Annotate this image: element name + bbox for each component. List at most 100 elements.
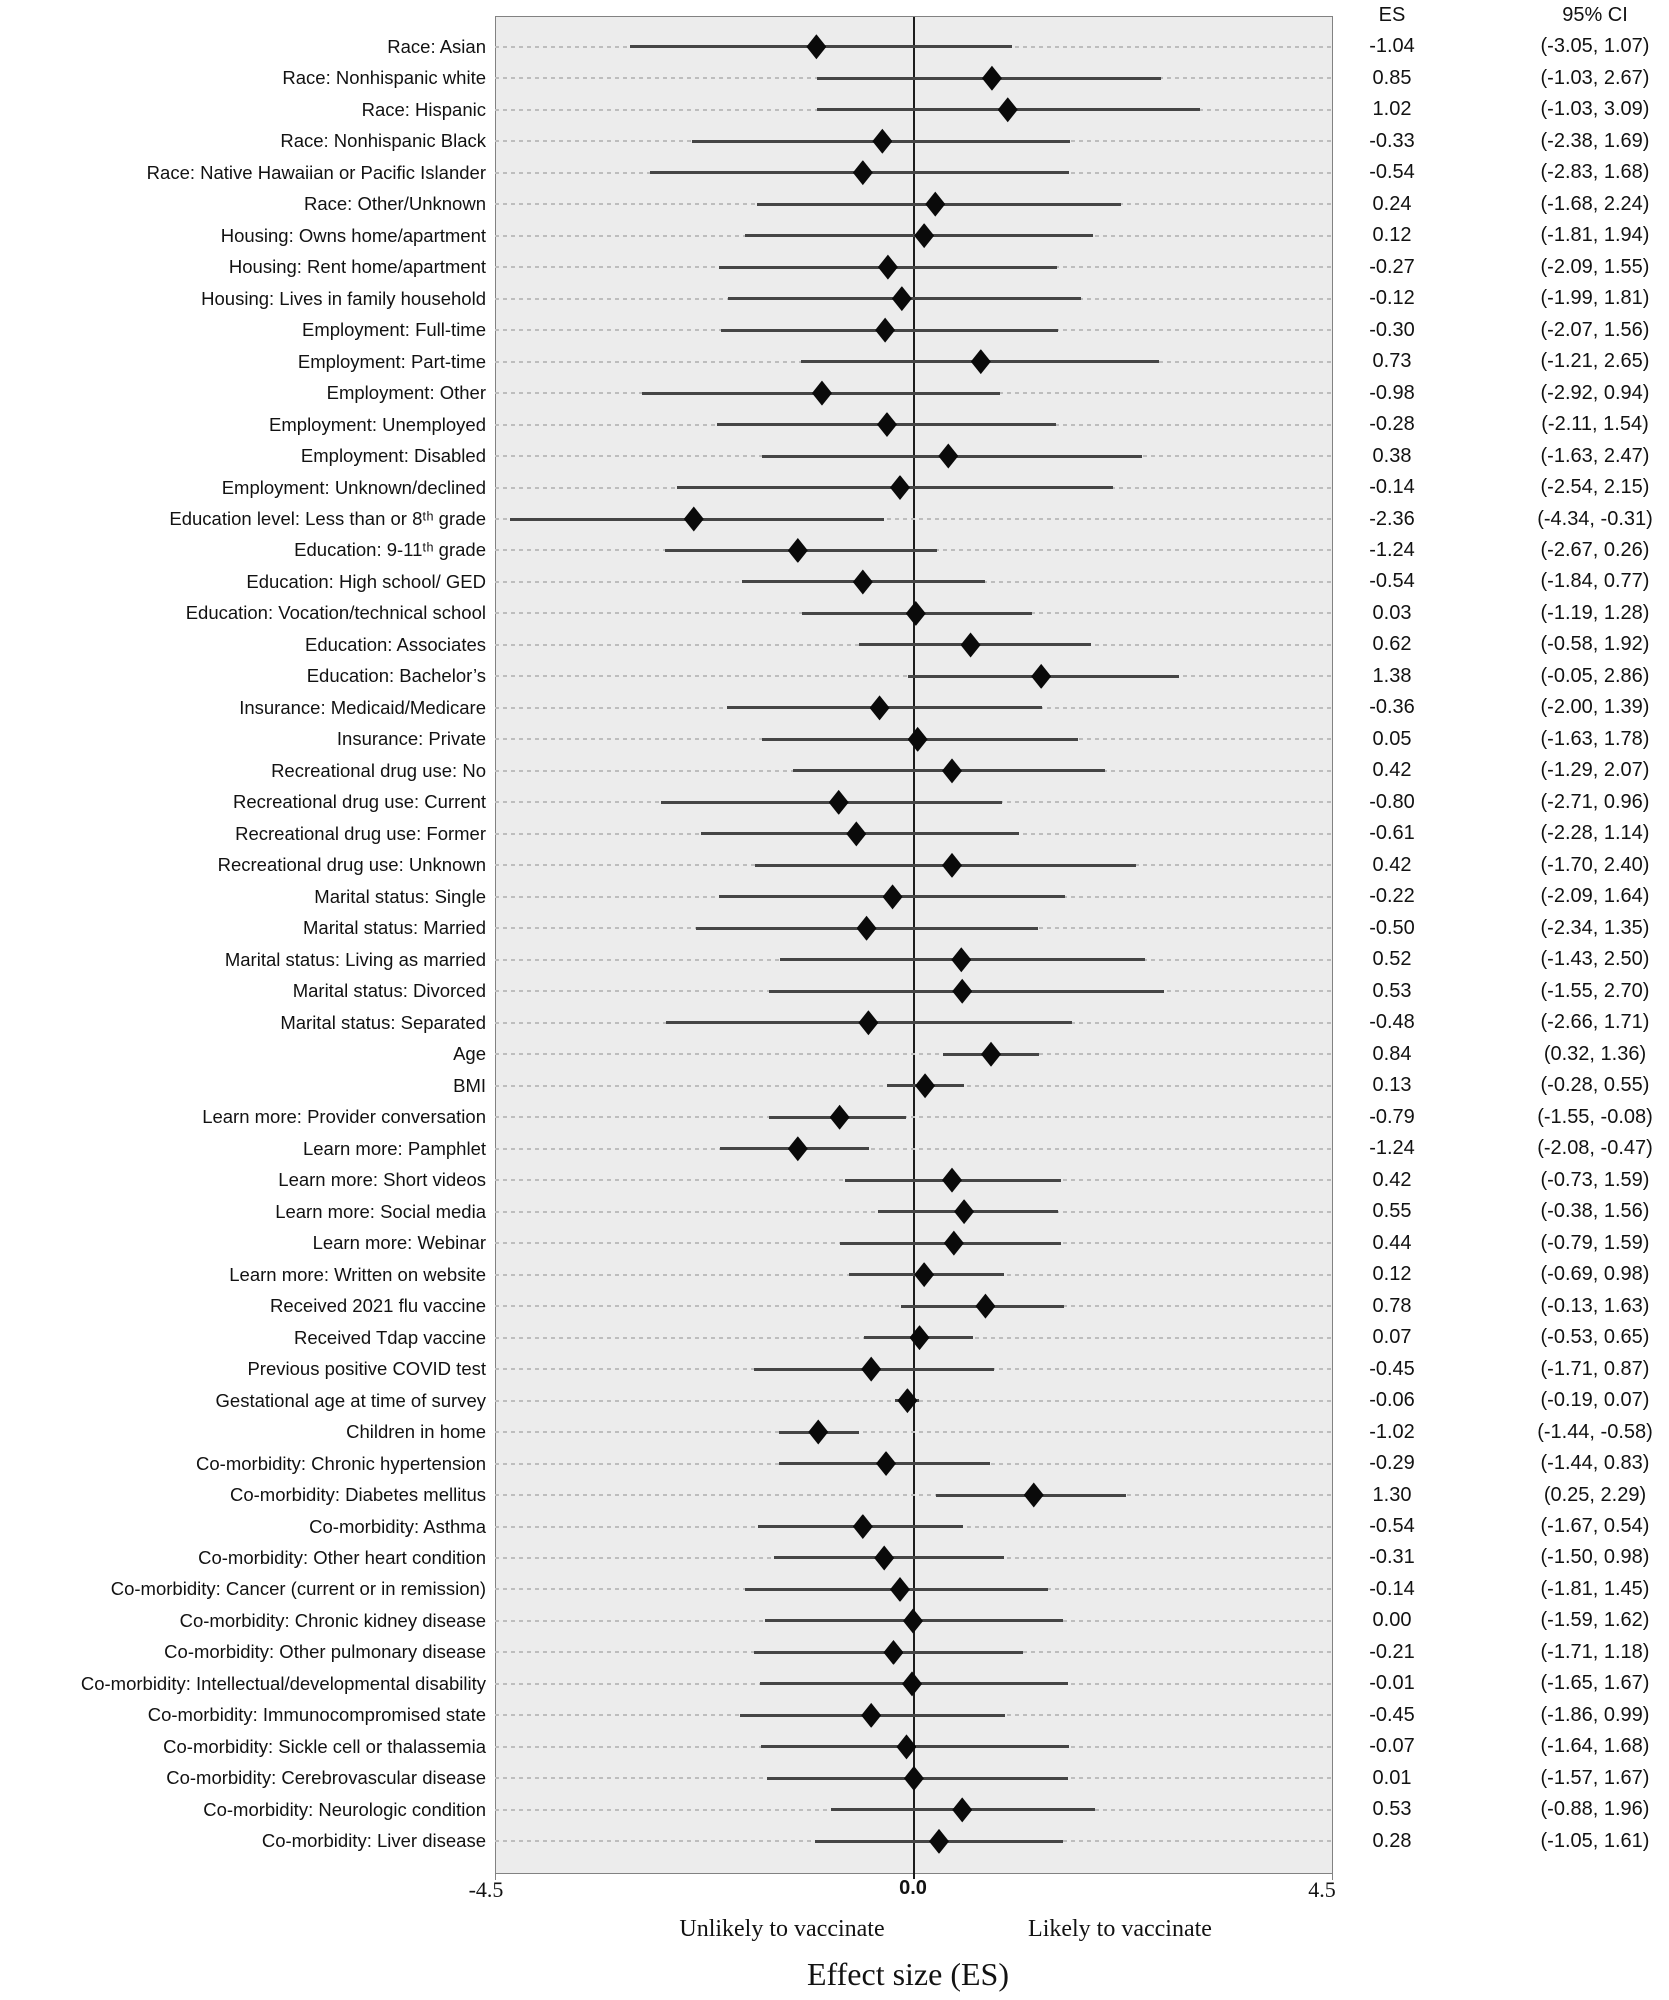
ci-value: (-0.69, 0.98) bbox=[1540, 1263, 1650, 1286]
es-diamond-marker bbox=[905, 600, 926, 626]
row-label: Housing: Rent home/apartment bbox=[228, 256, 486, 278]
ci-value: (-1.50, 0.98) bbox=[1540, 1546, 1650, 1569]
forest-row: Insurance: Medicaid/Medicare -0.36 (-2.0… bbox=[0, 692, 1669, 723]
es-diamond-marker bbox=[914, 1262, 935, 1288]
es-diamond-marker bbox=[925, 191, 946, 217]
forest-row: Race: Native Hawaiian or Pacific Islande… bbox=[0, 157, 1669, 188]
ci-value: (-0.73, 1.59) bbox=[1540, 1168, 1650, 1191]
forest-row: Learn more: Webinar 0.44 (-0.79, 1.59) bbox=[0, 1227, 1669, 1258]
ci-value: (-1.44, 0.83) bbox=[1540, 1452, 1650, 1475]
es-diamond-marker bbox=[929, 1828, 949, 1854]
forest-row: Gestational age at time of survey -0.06 … bbox=[0, 1385, 1669, 1416]
row-label: Learn more: Written on website bbox=[229, 1263, 486, 1285]
es-diamond-marker bbox=[806, 34, 827, 60]
row-label: Race: Native Hawaiian or Pacific Islande… bbox=[146, 161, 486, 183]
es-diamond-marker bbox=[1031, 663, 1052, 689]
row-label: Recreational drug use: Former bbox=[235, 822, 486, 844]
row-plot-cell bbox=[495, 1070, 1331, 1101]
ci-value: (-1.59, 1.62) bbox=[1540, 1609, 1650, 1632]
row-label: Education: Vocation/technical school bbox=[185, 602, 486, 624]
es-diamond-marker bbox=[846, 821, 867, 847]
es-value: 0.84 bbox=[1372, 1042, 1412, 1065]
row-label: Learn more: Pamphlet bbox=[302, 1137, 486, 1159]
es-value: -0.61 bbox=[1369, 822, 1415, 845]
forest-row: Race: Other/Unknown 0.24 (-1.68, 2.24) bbox=[0, 188, 1669, 219]
row-label: Co-morbidity: Chronic hypertension bbox=[196, 1452, 486, 1474]
row-plot-cell bbox=[495, 724, 1331, 755]
forest-row: Co-morbidity: Neurologic condition 0.53 … bbox=[0, 1794, 1669, 1825]
es-diamond-marker bbox=[902, 1671, 923, 1697]
ci-value: (-1.71, 0.87) bbox=[1540, 1357, 1650, 1380]
row-plot-cell bbox=[495, 913, 1331, 944]
es-diamond-marker bbox=[896, 1734, 917, 1760]
row-plot-cell bbox=[495, 440, 1331, 471]
row-label: Co-morbidity: Diabetes mellitus bbox=[229, 1484, 486, 1506]
row-label: Received Tdap vaccine bbox=[294, 1326, 486, 1348]
es-diamond-marker bbox=[909, 1325, 930, 1351]
row-plot-cell bbox=[495, 629, 1331, 660]
es-diamond-marker bbox=[1023, 1482, 1044, 1508]
row-plot-cell bbox=[495, 566, 1331, 597]
forest-row: Co-morbidity: Cerebrovascular disease 0.… bbox=[0, 1763, 1669, 1794]
ci-value: (-0.28, 0.55) bbox=[1540, 1074, 1650, 1097]
forest-row: Co-morbidity: Other pulmonary disease -0… bbox=[0, 1637, 1669, 1668]
ci-value: (-0.53, 0.65) bbox=[1540, 1326, 1650, 1349]
es-diamond-marker bbox=[683, 506, 704, 532]
row-label: Co-morbidity: Immunocompromised state bbox=[147, 1704, 486, 1726]
row-plot-cell bbox=[495, 944, 1331, 975]
forest-row: Employment: Unknown/declined -0.14 (-2.5… bbox=[0, 472, 1669, 503]
forest-row: Co-morbidity: Intellectual/developmental… bbox=[0, 1668, 1669, 1699]
es-diamond-marker bbox=[903, 1765, 924, 1791]
ci-value: (-0.19, 0.07) bbox=[1540, 1389, 1650, 1412]
row-label: Housing: Owns home/apartment bbox=[220, 224, 486, 246]
es-value: 0.12 bbox=[1372, 224, 1412, 247]
row-label: Employment: Full-time bbox=[301, 319, 486, 341]
row-plot-cell bbox=[495, 535, 1331, 566]
row-plot-cell bbox=[495, 1763, 1331, 1794]
es-value: -0.21 bbox=[1369, 1640, 1415, 1663]
forest-row: Previous positive COVID test -0.45 (-1.7… bbox=[0, 1353, 1669, 1384]
es-diamond-marker bbox=[952, 1797, 973, 1823]
forest-row: Learn more: Social media 0.55 (-0.38, 1.… bbox=[0, 1196, 1669, 1227]
forest-row: Race: Hispanic 1.02 (-1.03, 3.09) bbox=[0, 94, 1669, 125]
row-plot-cell bbox=[495, 1542, 1331, 1573]
es-value: -0.30 bbox=[1369, 318, 1415, 341]
forest-row: Co-morbidity: Chronic hypertension -0.29… bbox=[0, 1448, 1669, 1479]
es-value: 0.42 bbox=[1372, 759, 1412, 782]
es-value: 0.07 bbox=[1372, 1326, 1412, 1349]
row-label: Recreational drug use: No bbox=[271, 759, 486, 781]
row-label: Race: Hispanic bbox=[361, 98, 486, 120]
ci-value: (-1.63, 1.78) bbox=[1540, 727, 1650, 750]
forest-row: Children in home -1.02 (-1.44, -0.58) bbox=[0, 1416, 1669, 1447]
es-diamond-marker bbox=[897, 1388, 918, 1414]
es-diamond-marker bbox=[915, 1073, 936, 1099]
ci-value: (-2.71, 0.96) bbox=[1540, 790, 1650, 813]
row-plot-cell bbox=[495, 31, 1331, 62]
row-label: Marital status: Living as married bbox=[224, 948, 486, 970]
forest-row: Received Tdap vaccine 0.07 (-0.53, 0.65) bbox=[0, 1322, 1669, 1353]
row-plot-cell bbox=[495, 1322, 1331, 1353]
row-label: Employment: Part-time bbox=[297, 350, 486, 372]
row-label: Co-morbidity: Intellectual/developmental… bbox=[80, 1672, 486, 1694]
es-diamond-marker bbox=[861, 1356, 882, 1382]
es-value: 0.12 bbox=[1372, 1263, 1412, 1286]
es-value: 0.85 bbox=[1372, 66, 1412, 89]
es-value: -1.02 bbox=[1369, 1420, 1415, 1443]
row-plot-cell bbox=[495, 1290, 1331, 1321]
row-plot-cell bbox=[495, 1826, 1331, 1857]
es-diamond-marker bbox=[942, 1167, 962, 1193]
ci-value: (0.25, 2.29) bbox=[1543, 1483, 1647, 1506]
es-value: 0.53 bbox=[1372, 1798, 1412, 1821]
es-value: 0.03 bbox=[1372, 601, 1412, 624]
es-diamond-marker bbox=[874, 1545, 895, 1571]
ci-value: (-4.34, -0.31) bbox=[1537, 507, 1653, 530]
row-plot-cell bbox=[495, 251, 1331, 282]
row-label: Education: Associates bbox=[305, 633, 486, 655]
row-plot-cell bbox=[495, 1385, 1331, 1416]
row-label: Co-morbidity: Cerebrovascular disease bbox=[166, 1767, 486, 1789]
row-label: Education: High school/ GED bbox=[246, 570, 486, 592]
row-gridline bbox=[495, 1147, 1331, 1150]
row-gridline bbox=[495, 1116, 1331, 1119]
ci-value: (-0.38, 1.56) bbox=[1540, 1200, 1650, 1223]
